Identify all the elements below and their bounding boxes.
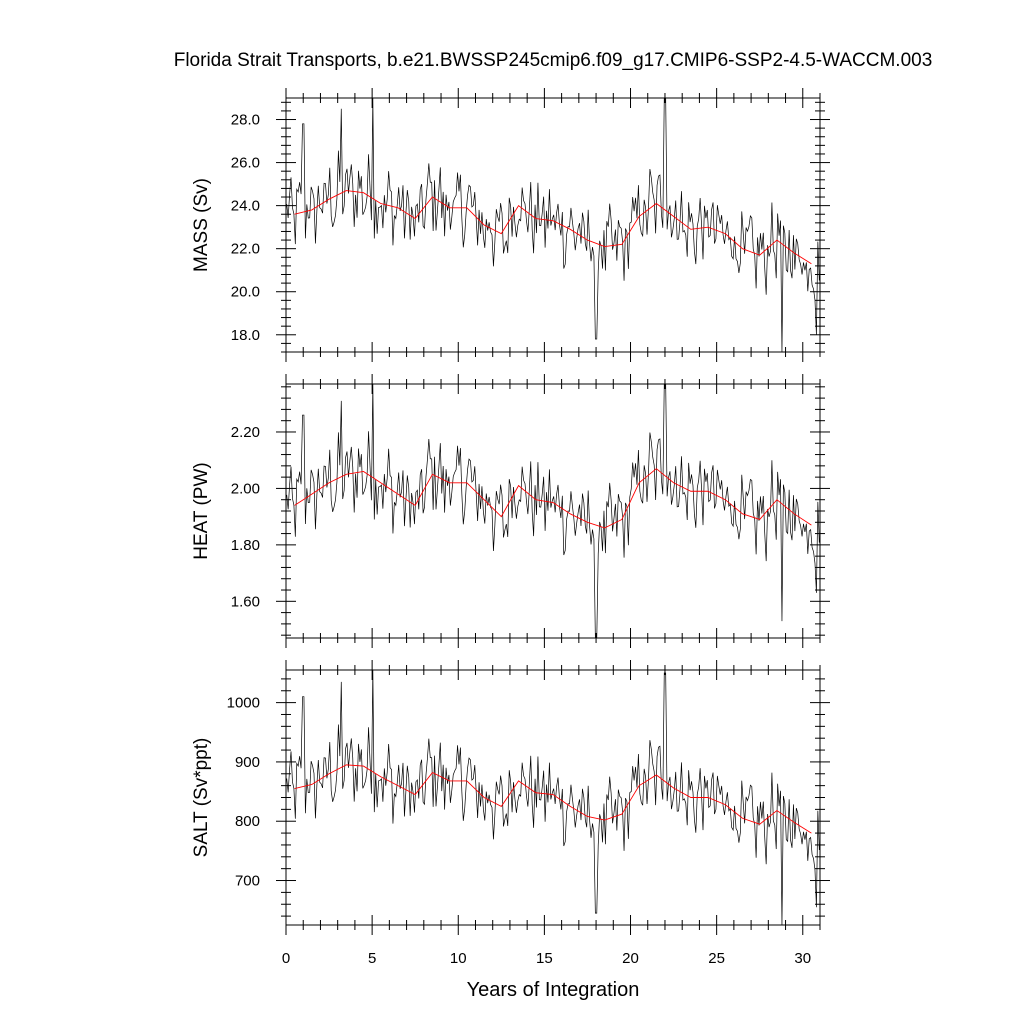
x-tick-label: 0 [282,950,290,967]
y-axis-title-3: SALT (Sv*ppt) [191,738,212,858]
x-tick-label: 30 [794,950,811,967]
y-tick-label: 18.0 [231,327,260,344]
x-axis-title: Years of Integration [467,979,640,1001]
y-tick-label: 28.0 [231,112,260,129]
x-tick-label: 20 [622,950,639,967]
y-tick-label: 1000 [227,695,260,712]
panel-3: 700 800 900 1000 SALT (Sv*ppt) [191,660,830,935]
y-tick-label: 2.20 [231,424,260,441]
panel-2: 1.60 1.80 2.00 2.20 HEAT (PW) [191,374,830,648]
monthly-series-line-2 [286,383,820,639]
annual-mean-line-3 [294,764,812,834]
y-axis-title-2: HEAT (PW) [191,462,212,559]
y-tick-label: 26.0 [231,155,260,172]
x-tick-label: 15 [536,950,553,967]
monthly-series-line-1 [286,97,820,353]
x-tick-label: 5 [368,950,376,967]
y-tick-label: 1.80 [231,537,260,554]
y-tick-label: 20.0 [231,284,260,301]
panel-frame-2 [285,383,821,639]
y-tick-label: 22.0 [231,241,260,258]
annual-mean-line-2 [294,468,812,529]
monthly-series-line-3 [286,669,820,926]
y-tick-label: 900 [235,754,260,771]
x-tick-label: 25 [708,950,725,967]
y-axis-title-1: MASS (Sv) [191,178,212,272]
y-tick-label: 2.00 [231,480,260,497]
y-tick-label: 800 [235,813,260,830]
y-tick-label: 700 [235,873,260,890]
y-tick-label: 1.60 [231,593,260,610]
y-tick-label: 24.0 [231,198,260,215]
x-tick-label: 10 [450,950,467,967]
panel-frame-1 [285,97,821,353]
chart-title: Florida Strait Transports, b.e21.BWSSP24… [174,50,933,71]
chart-panels: 18.0 20.0 22.0 24.0 26.0 28.0 MASS (Sv) 1.60 1.8… [191,88,830,967]
annual-mean-line-1 [294,190,812,265]
panel-1: 18.0 20.0 22.0 24.0 26.0 28.0 MASS (Sv) [191,88,830,362]
panel-frame-3 [285,669,821,926]
